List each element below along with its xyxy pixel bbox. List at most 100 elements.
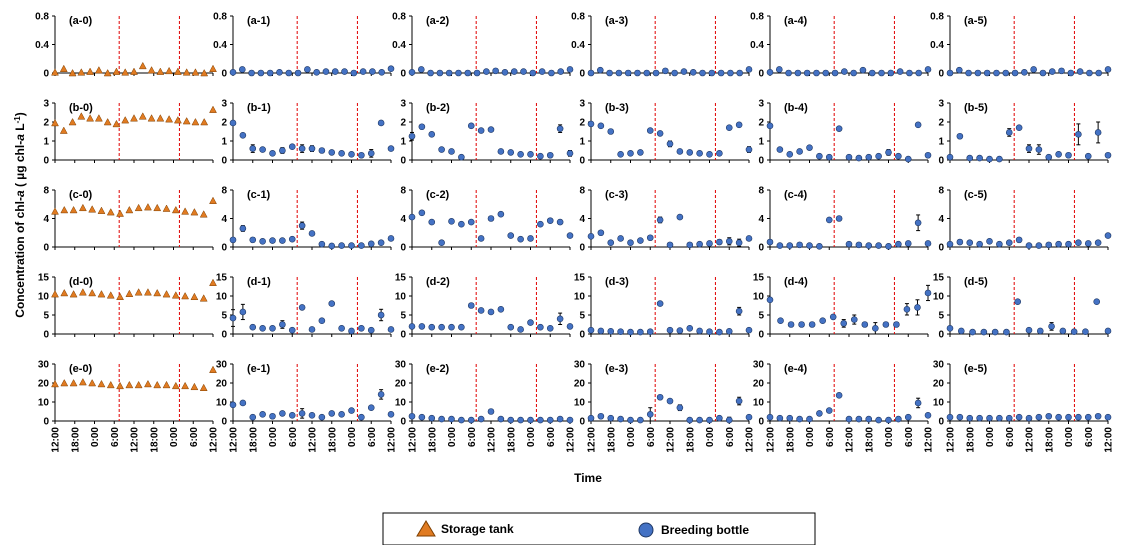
y-tick-label: 0	[43, 330, 49, 341]
x-tick-label: 6:00	[904, 427, 915, 447]
bottle-point	[627, 239, 634, 247]
storage-point	[60, 205, 69, 214]
bottle-point	[288, 411, 296, 419]
bottle-point	[318, 240, 326, 248]
panel-a-1: 0 0.4 0.8 (a-1)	[213, 12, 395, 80]
bottle-point	[467, 218, 475, 226]
bottle-point	[548, 69, 555, 77]
bottle-point	[438, 415, 445, 423]
bottle-point	[666, 241, 674, 249]
bottle-point	[617, 415, 624, 423]
storage-point	[190, 208, 199, 216]
storage-point	[60, 288, 69, 297]
bottle-point	[229, 236, 237, 244]
bottle-point	[1039, 69, 1047, 77]
storage-point	[200, 117, 209, 126]
y-tick-label: 0	[758, 243, 764, 254]
bottle-point	[1003, 328, 1010, 336]
bottle-point	[546, 151, 554, 159]
y-tick-label: 15	[395, 273, 407, 284]
bottle-point	[367, 326, 375, 334]
storage-point	[130, 67, 138, 75]
y-tick-label: 5	[579, 311, 585, 322]
panel-label: (a-4)	[784, 15, 808, 27]
y-tick-label: 2	[43, 118, 49, 129]
y-tick-label: 10	[933, 292, 945, 303]
bottle-point	[1005, 414, 1013, 422]
bottle-point	[1065, 413, 1072, 421]
panel-e-3: 0 10 20 30 12:00 18:00 0:00 6:00 12:00 18:00 0:00 6…	[574, 360, 756, 453]
bottle-point	[288, 326, 296, 334]
x-tick-label: 12:00	[229, 427, 240, 453]
bottle-point	[294, 69, 302, 77]
bottle-point	[238, 66, 246, 73]
y-tick-label: 2	[938, 118, 944, 129]
storage-point	[209, 278, 217, 286]
bottle-point	[557, 68, 565, 75]
bottle-point	[895, 415, 902, 423]
panel-label: (c-1)	[247, 189, 271, 201]
bottle-point	[816, 242, 823, 250]
bottle-point	[527, 151, 534, 158]
storage-point	[162, 290, 171, 298]
y-tick-label: 0	[579, 69, 585, 80]
bottle-point	[408, 213, 416, 221]
y-tick-label: 1	[579, 137, 585, 148]
bottle-point	[1104, 413, 1112, 421]
y-tick-label: 5	[938, 311, 944, 322]
bottle-point	[924, 411, 932, 419]
bottle-point	[976, 154, 983, 162]
bottle-point	[671, 69, 678, 77]
bottle-point	[587, 120, 595, 128]
bottle-point	[766, 413, 774, 421]
bottle-point	[607, 328, 615, 335]
bottle-point	[745, 146, 753, 153]
bottle-point	[596, 66, 604, 74]
storage-point	[190, 292, 199, 301]
storage-point	[147, 66, 156, 74]
bottle-point	[666, 397, 674, 405]
bottle-point	[646, 411, 654, 418]
bottle-point	[1059, 327, 1067, 335]
bottle-point	[796, 415, 803, 423]
y-tick-label: 1	[43, 137, 49, 148]
bottle-point	[276, 68, 283, 76]
bottle-point	[893, 321, 900, 328]
bottle-point	[587, 69, 595, 77]
panel-d-3: 0 5 10 15 (d-3)	[574, 273, 753, 341]
bottle-point	[497, 415, 505, 423]
y-tick-label: 0.8	[35, 12, 49, 23]
y-tick-label: 1	[221, 137, 227, 148]
bottle-point	[965, 69, 972, 77]
bottle-point	[835, 215, 843, 222]
bottle-point	[458, 416, 465, 424]
bottle-point	[418, 123, 426, 131]
bottle-point	[249, 323, 257, 331]
x-tick-label: 18:00	[248, 427, 259, 453]
y-tick-label: 0	[938, 243, 944, 254]
bottle-point	[993, 69, 1000, 77]
bottle-point	[1048, 323, 1055, 330]
bottle-point	[896, 68, 904, 75]
storage-point	[153, 203, 162, 212]
bottle-point	[537, 416, 544, 424]
panel-label: (c-2)	[426, 189, 450, 201]
storage-point	[171, 291, 180, 299]
bottle-point	[708, 69, 716, 77]
y-tick-label: 0.4	[392, 40, 406, 51]
y-tick-label: 0	[579, 243, 585, 254]
x-tick-label: 12:00	[209, 427, 220, 453]
bottle-point	[597, 229, 605, 237]
bottle-point	[1076, 68, 1084, 75]
bottle-point	[229, 119, 237, 127]
bottle-point	[239, 399, 247, 407]
bottle-point	[537, 220, 544, 228]
bottle-point	[229, 314, 237, 322]
bottle-point	[785, 69, 792, 77]
storage-point	[125, 205, 134, 214]
bottle-point	[706, 151, 713, 158]
bottle-point	[279, 321, 286, 328]
bottle-point	[428, 414, 436, 422]
bottle-point	[796, 241, 803, 249]
